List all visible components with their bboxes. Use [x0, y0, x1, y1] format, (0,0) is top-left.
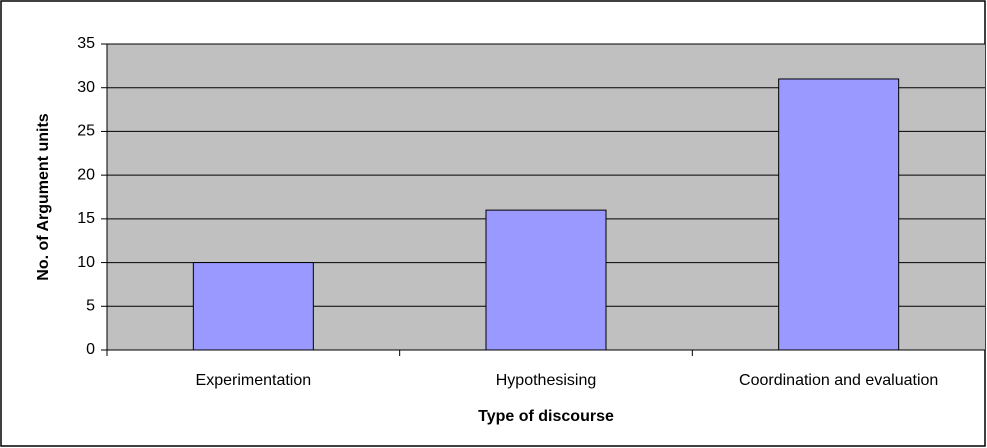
- y-axis-label: No. of Argument units: [35, 113, 52, 280]
- x-tick-label: Experimentation: [196, 372, 312, 389]
- y-tick-label: 25: [77, 123, 95, 140]
- x-tick-label: Hypothesising: [496, 372, 597, 389]
- y-tick-label: 15: [77, 210, 95, 227]
- y-tick-label: 30: [77, 79, 95, 96]
- x-axis-label: Type of discourse: [478, 408, 614, 425]
- bar: [485, 209, 607, 351]
- y-tick-label: 10: [77, 254, 95, 271]
- bar: [192, 262, 314, 351]
- y-tick-label: 0: [86, 341, 95, 358]
- y-tick-label: 35: [77, 35, 95, 52]
- y-tick-label: 20: [77, 166, 95, 183]
- x-tick-label: Coordination and evaluation: [739, 372, 938, 389]
- bar: [778, 78, 900, 351]
- y-tick-label: 5: [86, 298, 95, 315]
